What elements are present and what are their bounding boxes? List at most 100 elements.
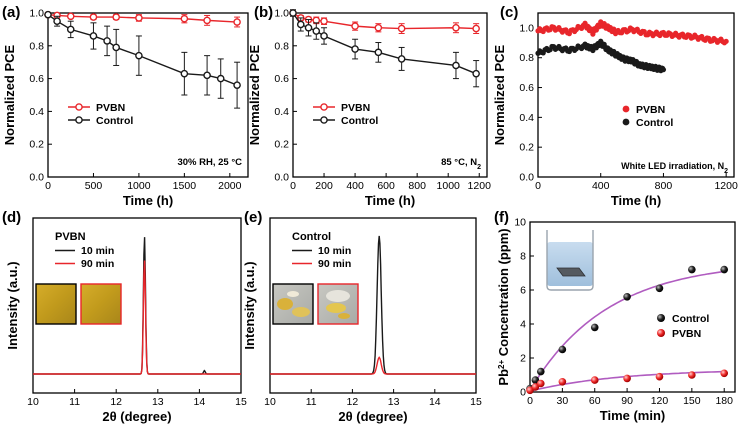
y-axis-label: Normalized PCE	[247, 44, 262, 145]
chart-panel-f: 0 30 60 90 120 150 180 0 2 4 6 8 10 Time (min) Pb2+ Co…	[496, 217, 736, 423]
data-point-control	[660, 67, 667, 73]
data-point-pvbn	[452, 23, 460, 32]
ylabel-text: Pb	[496, 369, 511, 386]
data-point-control	[289, 9, 297, 17]
y-tick-label: 0	[520, 387, 526, 399]
legend-label-control: Control	[341, 115, 378, 127]
data-point-pvbn	[472, 24, 480, 33]
film-photo-90min	[80, 283, 122, 325]
chart-panel-d: 10 11 12 13 14 15 2θ (degree) Intensity (a.u.) P…	[5, 217, 247, 424]
data-point-pvbn	[720, 369, 729, 378]
x-tick-label: 14	[429, 396, 441, 408]
x-tick-label: 14	[194, 396, 206, 408]
annotation-subscript: 2	[724, 168, 728, 175]
data-point-control	[233, 81, 241, 89]
series-line-control	[292, 12, 477, 75]
submerged-film	[556, 267, 586, 277]
y-tick-label: 0.4	[519, 112, 534, 124]
y-tick-label: 1.0	[274, 8, 289, 20]
data-point-control	[623, 293, 631, 301]
data-point-pvbn	[688, 371, 696, 379]
data-point-pvbn	[320, 17, 328, 26]
x-tick-label: 0	[527, 395, 533, 407]
x-tick-label: 500	[85, 180, 103, 192]
data-point-pvbn	[723, 38, 729, 44]
beaker-glass	[546, 230, 594, 291]
data-point-control	[374, 48, 383, 57]
x-axis-label: Time (h)	[365, 193, 415, 208]
x-tick-label: 2000	[218, 180, 242, 192]
data-point-control	[180, 69, 189, 78]
y-tick-label: 0.6	[274, 73, 289, 85]
x-tick-label: 10	[27, 396, 39, 408]
ylabel-superscript: 2+	[497, 360, 506, 369]
y-tick-label: 0.4	[29, 106, 44, 118]
panel-label-e: (e)	[244, 209, 262, 226]
x-axis-label: Time (min)	[600, 408, 666, 423]
data-point-control	[351, 45, 359, 53]
legend-label: 10 min	[318, 245, 351, 257]
data-point-control	[531, 376, 540, 384]
chart-panel-c: 0 400 800 1200 0.0 0.2 0.4 0.6 0.8 1.0 Time (h) Nor…	[492, 12, 738, 208]
x-tick-label: 800	[408, 180, 426, 192]
legend-marker	[657, 329, 665, 337]
y-tick-label: 8	[520, 251, 526, 263]
annotation-text: 85 °C, N	[441, 157, 477, 168]
x-axis-label: Time (h)	[611, 193, 661, 208]
legend-label-control: Control	[672, 313, 709, 325]
y-tick-label: 0.8	[274, 40, 289, 52]
y-tick-label: 1.0	[519, 22, 534, 34]
x-tick-label: 90	[621, 395, 633, 407]
x-tick-label: 1500	[173, 180, 197, 192]
data-point-pvbn	[531, 383, 540, 391]
film-spot	[326, 303, 346, 313]
x-axis-label: 2θ (degree)	[338, 409, 407, 424]
y-tick-label: 0.0	[29, 172, 44, 184]
x-tick-label: 800	[655, 180, 673, 192]
data-point-control	[472, 69, 480, 78]
legend-marker	[320, 103, 328, 111]
data-point-pvbn	[655, 372, 664, 381]
data-point-control	[89, 32, 98, 40]
data-point-pvbn	[536, 379, 545, 388]
axes-frame	[32, 217, 242, 394]
data-point-control	[203, 71, 211, 80]
y-tick-label: 0.6	[29, 73, 44, 85]
x-tick-label: 150	[683, 395, 701, 407]
annotation-text: White LED irradiation, N	[621, 161, 724, 171]
film-spot	[292, 307, 310, 317]
y-tick-label: 6	[520, 285, 526, 297]
data-point-control	[135, 51, 143, 60]
y-tick-label: 0.8	[519, 52, 534, 64]
panel-label-d: (d)	[2, 209, 21, 226]
x-tick-label: 400	[592, 180, 610, 192]
data-point-pvbn	[397, 24, 406, 33]
data-point-control	[655, 284, 664, 293]
data-point-pvbn	[112, 13, 120, 21]
data-point-control	[112, 43, 120, 52]
film-spot	[287, 291, 299, 297]
data-point-control	[304, 23, 313, 32]
data-point-control	[452, 61, 460, 70]
film-photo-10min	[35, 283, 77, 325]
y-tick-label: 0.2	[274, 139, 289, 151]
data-point-control	[216, 74, 225, 83]
film-spot	[326, 290, 350, 302]
chart-panel-a: 0 500 1000 1500 2000 0.0 0.2 0.4 0.6 0.8 1.0 Time (…	[2, 8, 249, 208]
data-point-control	[312, 27, 321, 35]
y-axis-label: Normalized PCE	[2, 44, 17, 145]
y-axis-label: Intensity (a.u.)	[242, 261, 257, 349]
x-tick-label: 1000	[437, 180, 461, 192]
x-tick-label: 400	[346, 180, 364, 192]
x-tick-label: 15	[235, 396, 247, 408]
axes-frame	[47, 12, 249, 178]
y-tick-label: 0.2	[29, 139, 44, 151]
chart-panel-b: 0 200 400 600 800 1000 1200 0.0 0.2 0.4 0.6 0.8 1.0 T…	[247, 8, 491, 209]
y-tick-label: 0.4	[274, 106, 289, 118]
x-axis-label: Time (h)	[123, 193, 173, 208]
data-point-pvbn	[374, 23, 383, 32]
x-axis-label: 2θ (degree)	[102, 409, 171, 424]
data-point-pvbn	[180, 14, 189, 23]
data-point-control	[536, 367, 545, 376]
